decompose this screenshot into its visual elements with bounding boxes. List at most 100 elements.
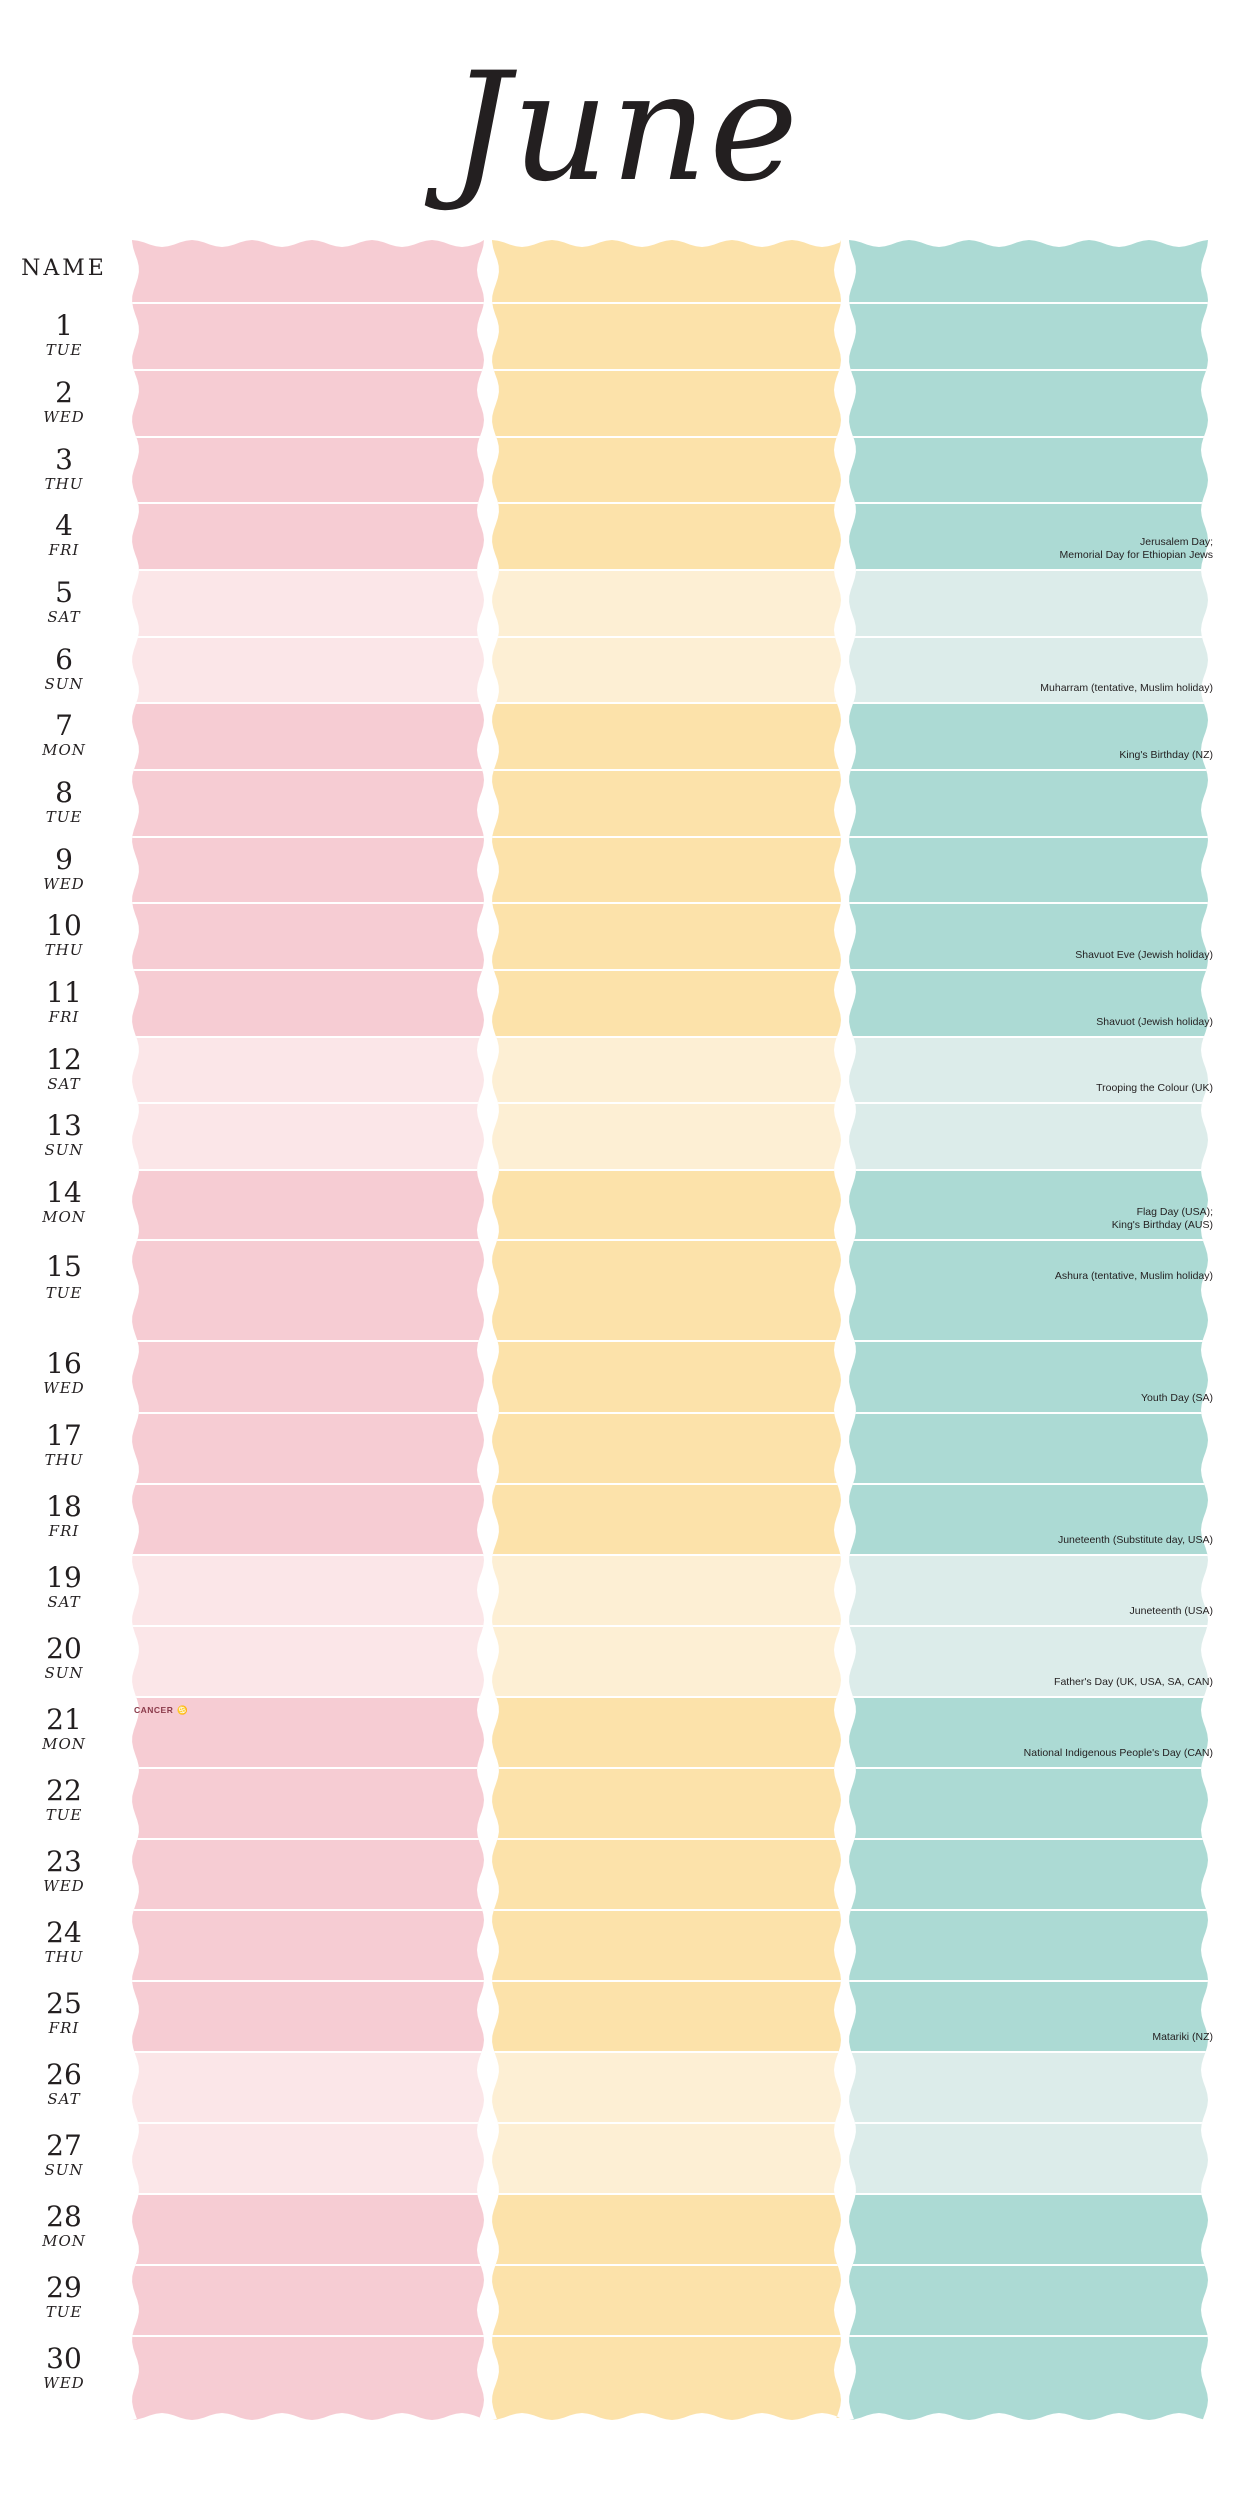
day-cell-pink[interactable] (128, 2123, 488, 2194)
day-cell-teal[interactable] (845, 1341, 1212, 1413)
day-cell-yellow[interactable] (488, 1484, 845, 1555)
day-cell-pink[interactable] (128, 637, 488, 703)
day-cell-pink[interactable] (128, 1768, 488, 1839)
day-cell-pink[interactable] (128, 437, 488, 503)
day-cell-yellow[interactable] (488, 970, 845, 1037)
day-cell-teal[interactable] (845, 303, 1212, 370)
day-cell-yellow[interactable] (488, 1341, 845, 1413)
day-cell-yellow[interactable] (488, 2052, 845, 2123)
day-cell-yellow[interactable] (488, 503, 845, 570)
day-cell-teal[interactable] (845, 503, 1212, 570)
day-cell-pink[interactable] (128, 570, 488, 637)
day-cell-teal[interactable] (845, 2336, 1212, 2430)
day-cell-yellow[interactable] (488, 903, 845, 970)
day-cell-pink[interactable] (128, 370, 488, 437)
name-cell[interactable] (845, 230, 1212, 303)
day-cell-teal[interactable] (845, 1839, 1212, 1910)
day-cell-teal[interactable] (845, 1768, 1212, 1839)
day-cell-yellow[interactable] (488, 1240, 845, 1341)
day-cell-teal[interactable] (845, 2052, 1212, 2123)
weekday-label: FRI (48, 541, 80, 559)
day-cell-yellow[interactable] (488, 837, 845, 903)
day-cell-pink[interactable] (128, 1103, 488, 1170)
day-cell-pink[interactable] (128, 1697, 488, 1768)
day-cell-teal[interactable] (845, 370, 1212, 437)
day-cell-yellow[interactable] (488, 1037, 845, 1103)
day-cell-yellow[interactable] (488, 2123, 845, 2194)
day-cell-teal[interactable] (845, 1910, 1212, 1981)
day-cell-teal[interactable] (845, 437, 1212, 503)
day-cell-teal[interactable] (845, 1626, 1212, 1697)
weekday-label: WED (43, 408, 85, 426)
day-cell-teal[interactable] (845, 1037, 1212, 1103)
weekday-label: MON (42, 1735, 86, 1753)
day-cell-pink[interactable] (128, 703, 488, 770)
day-cell-pink[interactable] (128, 2194, 488, 2265)
day-cell-teal[interactable] (845, 703, 1212, 770)
day-cell-pink[interactable] (128, 2336, 488, 2430)
day-cell-yellow[interactable] (488, 1697, 845, 1768)
day-cell-pink[interactable] (128, 1240, 488, 1341)
day-cell-pink[interactable] (128, 1170, 488, 1240)
day-cell-yellow[interactable] (488, 303, 845, 370)
day-cell-pink[interactable] (128, 1555, 488, 1626)
day-cell-yellow[interactable] (488, 2194, 845, 2265)
day-cell-yellow[interactable] (488, 1413, 845, 1484)
day-cell-pink[interactable] (128, 1341, 488, 1413)
day-cell-teal[interactable] (845, 1697, 1212, 1768)
day-cell-pink[interactable] (128, 1413, 488, 1484)
day-cell-yellow[interactable] (488, 2336, 845, 2430)
day-cell-teal[interactable] (845, 1413, 1212, 1484)
day-cell-teal[interactable] (845, 1103, 1212, 1170)
day-cell-yellow[interactable] (488, 570, 845, 637)
day-cell-pink[interactable] (128, 903, 488, 970)
day-cell-pink[interactable] (128, 1484, 488, 1555)
day-number: 29 (46, 2271, 82, 2304)
day-cell-pink[interactable] (128, 1910, 488, 1981)
day-cell-yellow[interactable] (488, 637, 845, 703)
day-cell-yellow[interactable] (488, 703, 845, 770)
day-cell-teal[interactable] (845, 837, 1212, 903)
day-cell-teal[interactable] (845, 1240, 1212, 1341)
day-cell-pink[interactable] (128, 1037, 488, 1103)
name-cell[interactable] (128, 230, 488, 303)
day-cell-pink[interactable] (128, 770, 488, 837)
day-cell-yellow[interactable] (488, 370, 845, 437)
day-cell-teal[interactable] (845, 2194, 1212, 2265)
day-cell-teal[interactable] (845, 903, 1212, 970)
day-cell-pink[interactable] (128, 2265, 488, 2336)
day-cell-yellow[interactable] (488, 1768, 845, 1839)
day-cell-yellow[interactable] (488, 1839, 845, 1910)
holiday-note: King's Birthday (NZ) (1119, 749, 1213, 761)
day-cell-teal[interactable] (845, 2265, 1212, 2336)
day-cell-yellow[interactable] (488, 1103, 845, 1170)
day-cell-pink[interactable] (128, 1981, 488, 2052)
day-cell-teal[interactable] (845, 1484, 1212, 1555)
day-cell-yellow[interactable] (488, 1626, 845, 1697)
day-cell-teal[interactable] (845, 970, 1212, 1037)
day-number: 27 (46, 2129, 82, 2162)
day-cell-teal[interactable] (845, 637, 1212, 703)
day-cell-teal[interactable] (845, 1170, 1212, 1240)
day-cell-teal[interactable] (845, 1555, 1212, 1626)
day-cell-yellow[interactable] (488, 1910, 845, 1981)
day-cell-yellow[interactable] (488, 2265, 845, 2336)
day-cell-teal[interactable] (845, 2123, 1212, 2194)
day-cell-teal[interactable] (845, 1981, 1212, 2052)
day-cell-yellow[interactable] (488, 1981, 845, 2052)
day-cell-pink[interactable] (128, 1839, 488, 1910)
day-cell-pink[interactable] (128, 1626, 488, 1697)
name-cell[interactable] (488, 230, 845, 303)
day-cell-yellow[interactable] (488, 437, 845, 503)
day-cell-teal[interactable] (845, 770, 1212, 837)
day-number: 6 (55, 643, 73, 676)
day-cell-pink[interactable] (128, 503, 488, 570)
day-cell-teal[interactable] (845, 570, 1212, 637)
day-cell-pink[interactable] (128, 2052, 488, 2123)
day-cell-pink[interactable] (128, 303, 488, 370)
day-cell-yellow[interactable] (488, 770, 845, 837)
day-cell-yellow[interactable] (488, 1170, 845, 1240)
day-cell-yellow[interactable] (488, 1555, 845, 1626)
day-cell-pink[interactable] (128, 970, 488, 1037)
day-cell-pink[interactable] (128, 837, 488, 903)
